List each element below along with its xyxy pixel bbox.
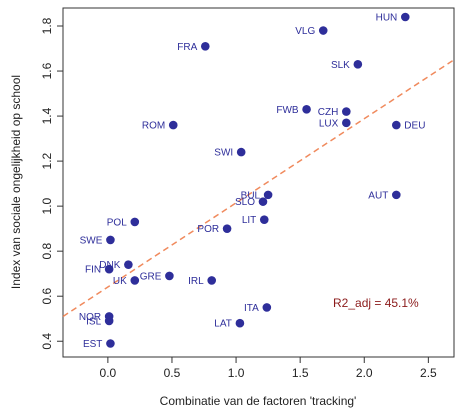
point-label-slo: SLO	[235, 197, 255, 208]
regression-fit-line	[62, 59, 455, 318]
point-label-vlg: VLG	[295, 26, 315, 37]
x-tick-label: 1.5	[292, 366, 309, 380]
x-tick-label: 2.5	[420, 366, 437, 380]
data-point-isl	[104, 316, 114, 326]
y-tick-label: 0.8	[40, 243, 54, 260]
point-label-nor: NOR	[79, 312, 101, 323]
point-label-hun: HUN	[376, 13, 398, 24]
data-point-bul	[263, 190, 273, 200]
point-label-fra: FRA	[177, 42, 197, 53]
point-label-lat: LAT	[214, 319, 232, 330]
y-tick-label: 0.6	[40, 288, 54, 305]
plot-frame	[62, 7, 455, 358]
r2-annotation: R2_adj = 45.1%	[333, 296, 419, 310]
point-label-fin: FIN	[85, 265, 101, 276]
point-label-pol: POL	[107, 217, 127, 228]
data-point-slo	[258, 197, 268, 206]
y-tick-label: 0.4	[40, 333, 54, 350]
x-tick-label: 1.0	[228, 366, 245, 380]
x-axis-title: Combinatie van de factoren 'tracking'	[160, 394, 357, 408]
data-point-rom	[168, 120, 178, 130]
data-point-slk	[353, 59, 363, 69]
data-point-est	[106, 339, 115, 348]
data-point-uk	[130, 276, 140, 285]
data-point-dnk	[124, 260, 133, 269]
y-tick-label: 1.2	[40, 152, 54, 169]
data-point-swi	[236, 147, 246, 157]
point-label-deu: DEU	[404, 121, 425, 132]
point-label-est: EST	[83, 339, 102, 350]
data-point-ita	[262, 303, 272, 312]
point-label-bul: BUL	[241, 190, 261, 201]
point-label-uk: UK	[113, 276, 127, 287]
point-label-ita: ITA	[244, 303, 259, 314]
data-point-por	[222, 224, 232, 233]
data-point-fwb	[302, 105, 311, 114]
data-point-vlg	[318, 26, 328, 35]
point-label-fwb: FWB	[276, 105, 299, 116]
point-label-lux: LUX	[319, 118, 339, 129]
data-point-gre	[165, 271, 174, 281]
y-tick-label: 1.0	[40, 197, 54, 214]
data-point-lat	[235, 318, 245, 328]
point-label-czh: CZH	[318, 107, 339, 118]
y-axis-title: Index van sociale ongelijkheid op school	[9, 75, 23, 289]
point-label-rom: ROM	[142, 121, 165, 132]
data-point-lit	[259, 215, 269, 224]
data-point-aut	[392, 190, 401, 200]
y-tick-label: 1.6	[40, 62, 54, 79]
data-point-lux	[342, 118, 351, 128]
point-label-irl: IRL	[188, 276, 204, 287]
point-label-por: POR	[197, 224, 219, 235]
point-label-isl: ISL	[86, 316, 101, 327]
data-point-fin	[104, 264, 114, 274]
data-point-czh	[342, 107, 351, 116]
data-point-pol	[130, 217, 140, 227]
x-axis: 0.0 0.5 1.0 1.5 2.0 2.5	[100, 357, 437, 380]
point-label-lit: LIT	[242, 215, 256, 226]
y-tick-label: 1.4	[40, 107, 54, 124]
point-label-slk: SLK	[331, 60, 350, 71]
y-axis: 0.4 0.6 0.8 1.0 1.2 1.4 1.6 1.8	[40, 17, 63, 350]
data-point-hun	[400, 12, 410, 22]
x-tick-label: 0.0	[100, 366, 117, 380]
point-label-gre: GRE	[140, 271, 162, 282]
data-point-fra	[200, 41, 210, 51]
x-tick-label: 0.5	[164, 366, 181, 380]
data-point-swe	[106, 235, 115, 245]
point-label-swi: SWI	[214, 148, 233, 159]
data-point-irl	[207, 276, 217, 285]
point-label-swe: SWE	[80, 235, 103, 246]
x-tick-label: 2.0	[356, 366, 373, 380]
data-point-deu	[392, 120, 401, 130]
y-tick-label: 1.8	[40, 17, 54, 34]
point-label-aut: AUT	[368, 190, 388, 201]
